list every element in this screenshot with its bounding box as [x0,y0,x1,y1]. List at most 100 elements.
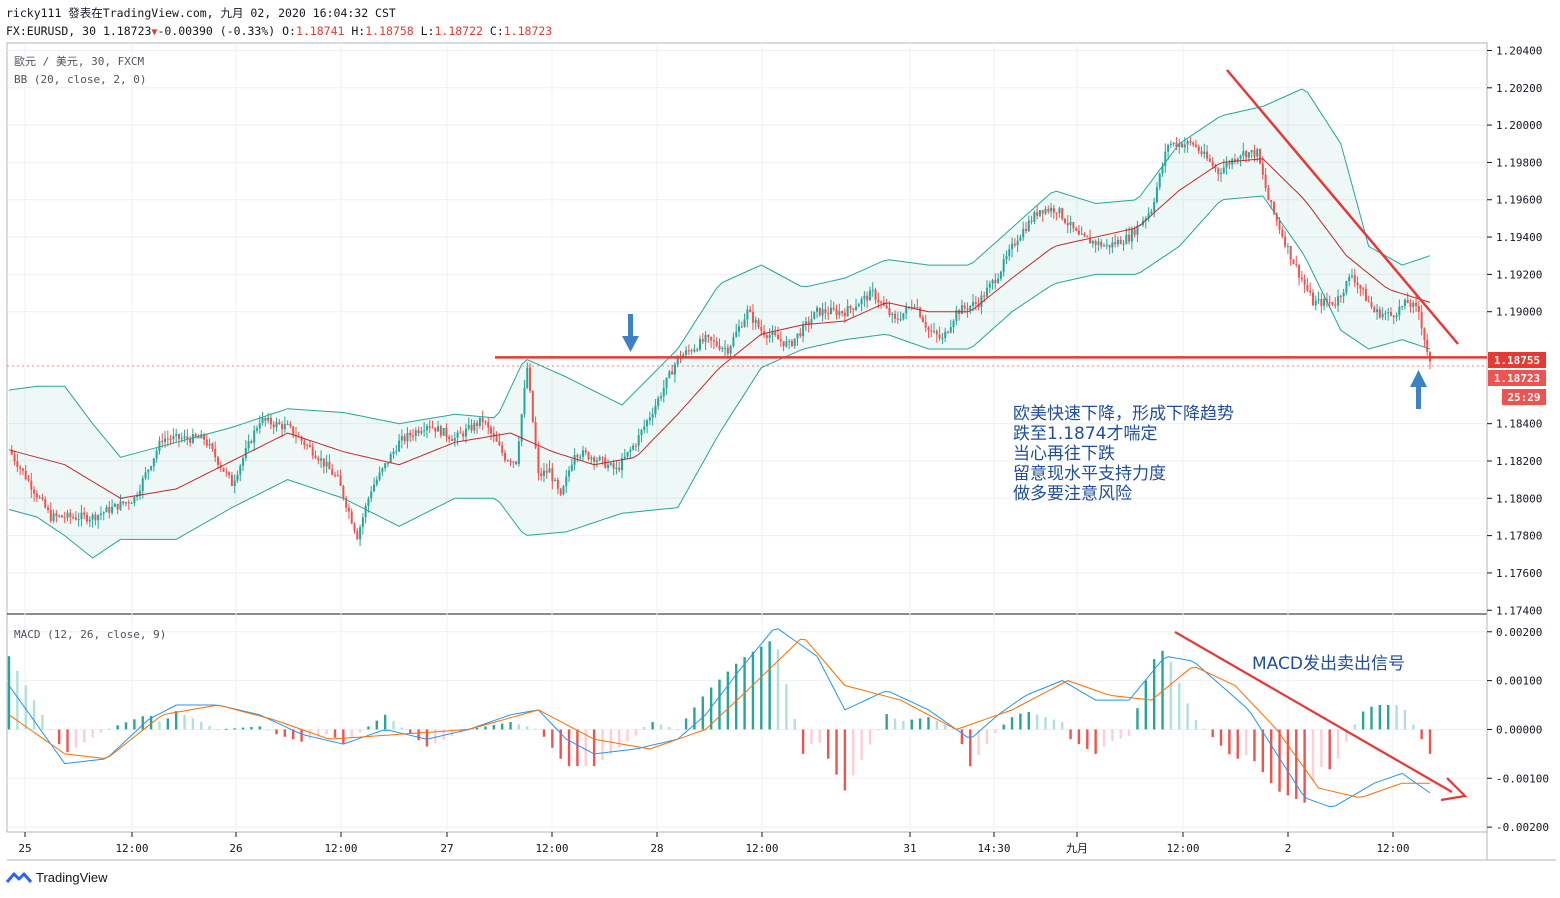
time-tick-label: 28 [650,842,663,855]
macd-histogram-bar [977,729,980,756]
candle-body [417,430,420,434]
macd-histogram-bar [1428,729,1432,754]
candle-body [693,349,696,352]
candle-body [1094,240,1097,245]
macd-histogram-bar [910,719,913,730]
candle-body [1272,202,1275,214]
candle-body [559,488,562,495]
macd-histogram-bar [250,727,253,730]
candle-body [877,299,880,303]
candle-body [392,451,395,455]
candle-body [824,309,827,314]
candle-body [258,423,261,429]
candle-body [1242,151,1245,156]
candle-body [462,433,465,437]
candle-body [200,434,203,439]
macd-histogram-bar [1061,722,1064,730]
candle-body [1175,142,1178,148]
macd-histogram-bar [467,729,470,731]
macd-histogram-bar [701,696,704,730]
candle-body [99,513,102,516]
macd-histogram-bar [1169,661,1173,730]
macd-histogram-bar [1295,729,1298,800]
macd-histogram-bar [534,728,537,730]
candle-body [1125,234,1128,244]
macd-histogram-bar [1370,706,1373,730]
time-tick-label: 27 [440,842,453,855]
macd-histogram-bar [684,718,688,730]
candle-body [498,441,501,446]
macd-histogram-bar [952,728,955,730]
candle-body [1091,240,1094,244]
candle-body [710,336,713,341]
macd-histogram-bar [902,720,905,730]
macd-histogram-bar [1111,729,1114,741]
candle-body [1275,213,1278,221]
candle-body [1147,213,1150,219]
symbol-label[interactable]: FX:EURUSD, 30 [6,24,97,38]
price-tick-label: 1.19400 [1496,231,1542,244]
candle-body [481,417,484,422]
candle-body [384,463,387,469]
macd-histogram-bar [1186,703,1189,730]
candle-body [512,461,515,463]
candle-body [350,511,353,524]
candle-body [1256,149,1259,157]
candle-body [654,405,657,415]
candle-body [478,417,481,427]
macd-histogram-bar [1303,729,1306,803]
candle-body [356,530,359,540]
candle-body [470,424,473,431]
candle-body [1220,172,1223,174]
macd-histogram-bar [793,719,796,730]
tradingview-brand[interactable]: TradingView [6,870,108,885]
candle-body [799,333,802,337]
macd-histogram-bar [367,726,370,730]
candle-body [966,308,969,310]
candle-body [1077,230,1080,235]
annotation-layer [7,69,1487,802]
candle-body [30,480,33,490]
macd-histogram-bar [216,729,220,731]
macd-histogram-bar [57,729,61,745]
candle-body [141,478,144,491]
candle-body [1019,237,1022,241]
candle-body [1350,275,1353,277]
macd-histogram-bar [985,729,989,745]
candle-body [972,302,975,307]
candle-body [420,431,423,434]
macd-histogram-bar [1278,729,1281,792]
candle-body [161,440,164,443]
brand-label: TradingView [36,870,108,885]
candle-body [169,438,172,440]
candle-body [1259,149,1262,164]
candle-body [712,340,715,342]
candle-body [1328,302,1331,304]
macd-histogram-bar [592,729,596,767]
candle-layer [10,136,1431,547]
candle-body [364,506,367,518]
candle-body [1222,167,1225,173]
candle-body [896,318,899,320]
macd-histogram-bar [885,714,888,730]
candle-body [927,327,930,331]
candle-body [751,311,754,323]
candle-body [1036,212,1039,216]
candle-body [191,434,194,443]
candle-body [1225,162,1228,168]
candle-body [414,430,417,437]
candle-body [997,278,1000,283]
candle-body [743,319,746,327]
candle-body [1334,304,1337,306]
analysis-note: 欧美快速下降，形成下降趋势 跌至1.1874才喘定 当心再往下跌 留意现水平支持… [1013,404,1234,504]
candle-body [1420,312,1423,329]
candle-body [97,515,100,521]
candle-body [1005,256,1008,260]
candle-body [651,414,654,418]
candle-body [1197,146,1200,152]
candle-body [473,422,476,431]
candle-body [1153,201,1156,212]
candle-body [933,331,936,333]
macd-histogram-bar [935,720,939,730]
